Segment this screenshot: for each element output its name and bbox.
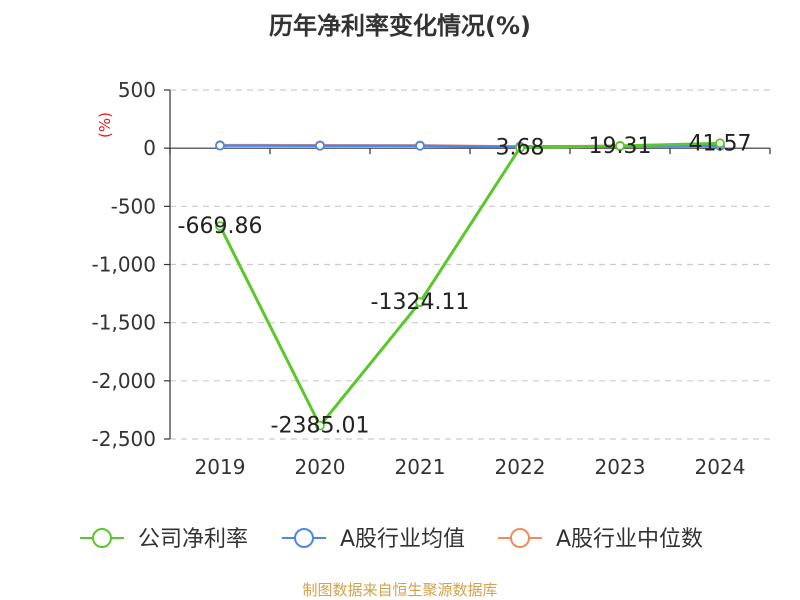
data-label: 19.31 (589, 134, 652, 159)
series-line (218, 141, 721, 428)
data-point (515, 142, 525, 153)
data-point (215, 221, 225, 231)
data-point (315, 420, 325, 431)
data-point (615, 141, 625, 151)
legend-label: A股行业均值 (340, 527, 465, 552)
data-point (215, 140, 225, 151)
data-label: -1324.11 (371, 290, 470, 315)
y-axis-unit-label: (%) (96, 112, 114, 138)
chart-legend: 公司净利率 A股行业均值 A股行业中位数 (80, 527, 703, 552)
data-label: 41.57 (689, 131, 752, 156)
y-tick-label: -1,000 (92, 253, 156, 277)
axes: 500 0 -500 -1,000 -1,500 -2,000 -2,500 2019 2020… (92, 78, 771, 479)
y-tick-label: -2,500 (92, 427, 156, 451)
legend-marker (510, 528, 530, 548)
legend-marker (92, 528, 112, 548)
data-label: 3.68 (496, 136, 545, 161)
legend-label: 公司净利率 (138, 527, 248, 552)
data-source-note: 制图数据来自恒生聚源数据库 (302, 581, 498, 599)
y-tick-label: 0 (143, 136, 156, 160)
data-label: -669.86 (178, 214, 263, 239)
series-lines (215, 138, 725, 431)
data-point (415, 140, 425, 151)
data-point (415, 297, 425, 308)
x-tick-label: 2021 (395, 455, 446, 479)
chart-title: 历年净利率变化情况(%) (269, 12, 531, 40)
data-point (715, 138, 725, 149)
y-tick-label: -1,500 (92, 311, 156, 335)
x-tick-label: 2022 (495, 455, 546, 479)
y-tick-label: -2,000 (92, 369, 156, 393)
data-labels: -669.86 -2385.01 -1324.11 3.68 19.31 41.57 (178, 131, 752, 438)
gridlines (170, 89, 770, 440)
y-tick-label: 500 (118, 78, 156, 102)
x-tick-label: 2020 (295, 455, 346, 479)
legend-marker (294, 528, 314, 548)
data-point (315, 140, 325, 151)
x-tick-label: 2023 (595, 455, 646, 479)
net-margin-chart: 500 0 -500 -1,000 -1,500 -2,000 -2,500 2019 2020… (92, 78, 771, 479)
legend-label: A股行业中位数 (556, 527, 703, 552)
x-tick-label: 2024 (695, 455, 746, 479)
x-tick-label: 2019 (195, 455, 246, 479)
data-label: -2385.01 (271, 414, 370, 439)
y-tick-label: -500 (111, 194, 156, 218)
